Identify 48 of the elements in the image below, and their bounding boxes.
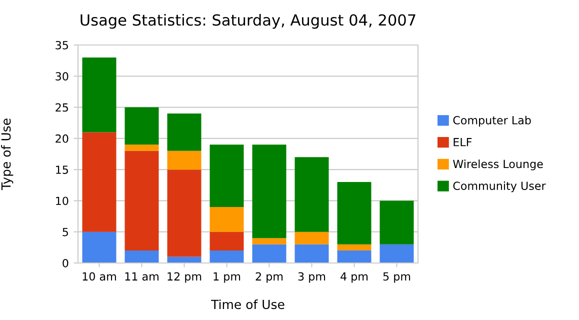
- y-tick-label: 25: [56, 103, 68, 112]
- bar: [252, 244, 286, 263]
- bar: [210, 144, 244, 207]
- x-tick-label: 3 pm: [298, 272, 326, 283]
- chart-title: Usage Statistics: Saturday, August 04, 2007: [80, 14, 416, 29]
- y-tick-label: 5: [62, 228, 68, 236]
- y-tick-label: 10: [56, 196, 68, 206]
- bar: [210, 232, 244, 251]
- y-axis-title: Type of Use: [1, 118, 14, 190]
- bar: [294, 232, 329, 244]
- bar: [167, 150, 202, 170]
- x-tick-label: 10 am: [82, 272, 116, 281]
- bar: [380, 244, 414, 263]
- y-tick-label: 35: [56, 40, 68, 50]
- bar: [82, 232, 116, 263]
- bar: [210, 206, 244, 232]
- bar: [337, 244, 372, 251]
- bar: [210, 250, 244, 263]
- y-tick-label: 15: [56, 166, 68, 174]
- bar: [82, 132, 116, 232]
- x-tick-label: 12 pm: [168, 272, 202, 283]
- bar: [124, 107, 159, 145]
- bar: [124, 144, 159, 151]
- bar: [337, 182, 372, 244]
- bar: [124, 250, 159, 263]
- bar: [252, 144, 286, 238]
- bar: [252, 238, 286, 244]
- x-tick-label: 11 am: [125, 272, 158, 281]
- bar: [82, 57, 116, 132]
- bar: [124, 150, 159, 251]
- x-tick-label: 2 pm: [256, 272, 283, 283]
- y-tick-label: 30: [56, 72, 68, 81]
- legend-label: Community User: [453, 181, 546, 192]
- x-axis-title: Time of Use: [211, 299, 284, 310]
- legend-label: Wireless Lounge: [453, 160, 543, 170]
- legend-label: Computer Lab: [453, 116, 531, 127]
- x-tick-label: 1 pm: [214, 272, 240, 283]
- bar: [167, 170, 202, 257]
- bar: [167, 114, 202, 151]
- bar: [294, 157, 329, 232]
- y-tick-label: 0: [62, 258, 68, 268]
- x-tick-label: 4 pm: [340, 272, 368, 283]
- bar: [380, 200, 414, 244]
- legend-label: ELF: [454, 138, 472, 146]
- bar: [337, 250, 372, 263]
- x-tick-label: 5 pm: [383, 272, 410, 283]
- y-tick-label: 20: [56, 134, 68, 143]
- bar: [294, 244, 329, 263]
